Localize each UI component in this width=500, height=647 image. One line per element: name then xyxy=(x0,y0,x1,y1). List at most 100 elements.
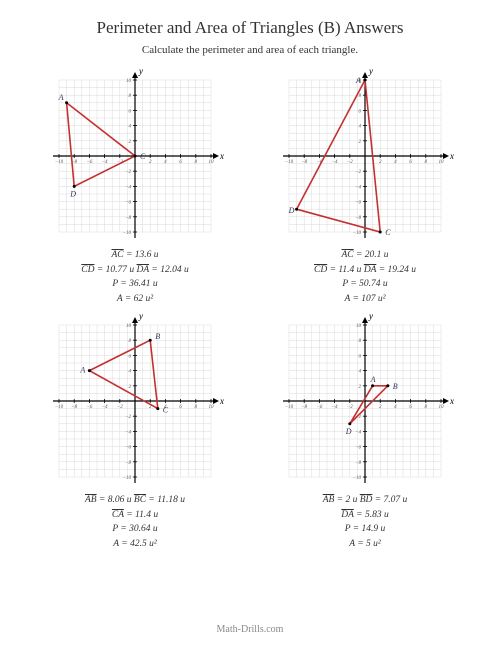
answer-line: P = 50.74 u xyxy=(314,277,416,292)
svg-text:6: 6 xyxy=(129,354,132,359)
answer-line: CD = 10.77 u DA = 12.04 u xyxy=(81,263,188,278)
svg-text:2: 2 xyxy=(359,385,362,390)
svg-text:−10: −10 xyxy=(353,231,362,236)
svg-text:−4: −4 xyxy=(332,405,338,410)
problem: −10−8−6−4−2246810−10−8−6−4−2246810xyABCA… xyxy=(24,311,246,552)
svg-text:−10: −10 xyxy=(123,231,132,236)
svg-text:x: x xyxy=(219,396,224,406)
svg-text:B: B xyxy=(155,332,160,341)
answer-line: A = 62 u² xyxy=(81,292,188,307)
answers-block: AB = 8.06 u BC = 11.18 uCA = 11.4 uP = 3… xyxy=(85,493,185,552)
svg-text:8: 8 xyxy=(425,160,428,165)
svg-text:C: C xyxy=(385,228,391,237)
svg-text:4: 4 xyxy=(394,405,397,410)
problem: −10−8−6−4−2246810−10−8−6−4−2246810xyABDA… xyxy=(254,311,476,552)
svg-text:−4: −4 xyxy=(332,160,338,165)
svg-text:y: y xyxy=(138,311,143,321)
answer-line: P = 14.9 u xyxy=(323,522,408,537)
answer-line: DA = 5.83 u xyxy=(323,508,408,523)
svg-text:C: C xyxy=(163,405,169,414)
answer-line: CD = 11.4 u DA = 19.24 u xyxy=(314,263,416,278)
svg-text:−4: −4 xyxy=(125,430,131,435)
coordinate-chart: −10−8−6−4−2246810−10−8−6−4−2246810xyABC xyxy=(45,311,225,491)
svg-text:−2: −2 xyxy=(125,170,131,175)
svg-text:D: D xyxy=(345,427,352,436)
svg-text:−6: −6 xyxy=(125,201,131,206)
problems-grid: −10−8−6−4−2246810−10−8−6−4−2246810xyACDA… xyxy=(24,66,476,552)
svg-text:10: 10 xyxy=(209,405,215,410)
answer-line: A = 42.5 u² xyxy=(85,537,185,552)
coordinate-chart: −10−8−6−4−2246810−10−8−6−4−2246810xyACD xyxy=(45,66,225,246)
footer-credit: Math-Drills.com xyxy=(0,624,500,635)
svg-text:x: x xyxy=(449,151,454,161)
svg-text:A: A xyxy=(355,76,361,85)
svg-text:−10: −10 xyxy=(55,405,64,410)
svg-text:10: 10 xyxy=(439,405,445,410)
svg-text:8: 8 xyxy=(129,94,132,99)
svg-text:8: 8 xyxy=(359,94,362,99)
svg-text:A: A xyxy=(79,365,85,374)
svg-text:6: 6 xyxy=(179,405,182,410)
svg-text:6: 6 xyxy=(409,160,412,165)
svg-text:x: x xyxy=(449,396,454,406)
svg-text:−6: −6 xyxy=(316,405,322,410)
svg-text:10: 10 xyxy=(126,324,132,329)
svg-text:−2: −2 xyxy=(125,415,131,420)
svg-text:y: y xyxy=(138,66,143,76)
svg-text:8: 8 xyxy=(195,160,198,165)
svg-text:−4: −4 xyxy=(355,430,361,435)
svg-text:−8: −8 xyxy=(125,461,131,466)
svg-text:D: D xyxy=(69,189,76,198)
svg-text:4: 4 xyxy=(394,160,397,165)
svg-text:−2: −2 xyxy=(347,160,353,165)
svg-text:−8: −8 xyxy=(301,160,307,165)
svg-text:6: 6 xyxy=(179,160,182,165)
svg-text:−4: −4 xyxy=(355,185,361,190)
answer-line: A = 5 u² xyxy=(323,537,408,552)
svg-text:−2: −2 xyxy=(117,405,123,410)
svg-text:−6: −6 xyxy=(86,405,92,410)
svg-text:2: 2 xyxy=(379,405,382,410)
svg-text:y: y xyxy=(368,311,373,321)
svg-text:A: A xyxy=(370,375,376,384)
coordinate-chart: −10−8−6−4−2246810−10−8−6−4−2246810xyACD xyxy=(275,66,455,246)
problem: −10−8−6−4−2246810−10−8−6−4−2246810xyACDA… xyxy=(254,66,476,307)
svg-text:10: 10 xyxy=(439,160,445,165)
svg-text:x: x xyxy=(219,151,224,161)
svg-text:C: C xyxy=(140,152,146,161)
svg-text:−4: −4 xyxy=(125,185,131,190)
answer-line: P = 30.64 u xyxy=(85,522,185,537)
svg-text:−6: −6 xyxy=(355,445,361,450)
svg-text:−10: −10 xyxy=(285,160,294,165)
answers-block: AC = 20.1 uCD = 11.4 u DA = 19.24 uP = 5… xyxy=(314,248,416,307)
svg-text:4: 4 xyxy=(164,160,167,165)
answer-line: CA = 11.4 u xyxy=(85,508,185,523)
svg-text:−4: −4 xyxy=(102,405,108,410)
svg-text:−6: −6 xyxy=(355,201,361,206)
svg-text:−8: −8 xyxy=(125,216,131,221)
svg-text:2: 2 xyxy=(149,160,152,165)
svg-text:−8: −8 xyxy=(355,461,361,466)
answer-line: P = 36.41 u xyxy=(81,277,188,292)
answer-line: A = 107 u² xyxy=(314,292,416,307)
svg-text:8: 8 xyxy=(425,405,428,410)
answer-line: AB = 8.06 u BC = 11.18 u xyxy=(85,493,185,508)
svg-text:−6: −6 xyxy=(86,160,92,165)
subtitle: Calculate the perimeter and area of each… xyxy=(24,44,476,56)
svg-text:−10: −10 xyxy=(55,160,64,165)
answer-line: AB = 2 u BD = 7.07 u xyxy=(323,493,408,508)
svg-text:−10: −10 xyxy=(285,405,294,410)
svg-text:−6: −6 xyxy=(125,445,131,450)
answers-block: AC = 13.6 uCD = 10.77 u DA = 12.04 uP = … xyxy=(81,248,188,307)
svg-text:2: 2 xyxy=(379,160,382,165)
svg-text:−10: −10 xyxy=(353,476,362,481)
svg-text:6: 6 xyxy=(409,405,412,410)
svg-text:8: 8 xyxy=(195,405,198,410)
svg-text:−8: −8 xyxy=(355,216,361,221)
svg-text:−10: −10 xyxy=(123,476,132,481)
svg-text:−4: −4 xyxy=(102,160,108,165)
svg-text:10: 10 xyxy=(126,79,132,84)
svg-text:B: B xyxy=(393,382,398,391)
page-title: Perimeter and Area of Triangles (B) Answ… xyxy=(24,18,476,38)
svg-text:10: 10 xyxy=(356,324,362,329)
